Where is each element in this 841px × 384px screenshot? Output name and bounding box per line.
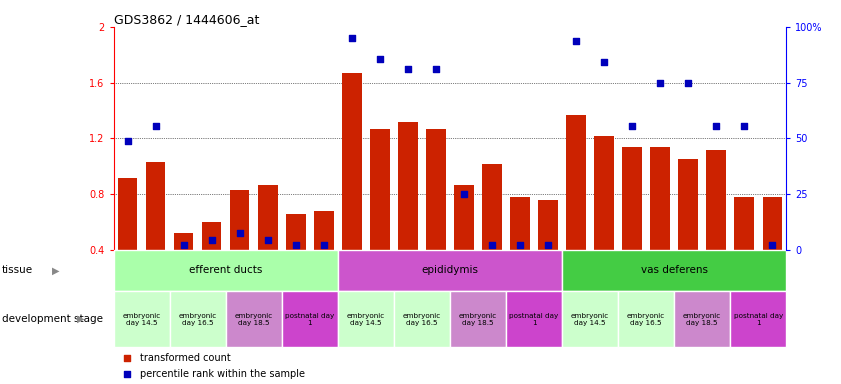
Bar (225, 291, 282, 348)
Text: tissue: tissue (2, 265, 33, 275)
Bar (170, 291, 225, 348)
Point (765, 242, 779, 248)
Bar (622, 147, 642, 250)
Point (233, 230, 246, 237)
Point (289, 242, 303, 248)
Text: GDS3862 / 1444606_at: GDS3862 / 1444606_at (114, 13, 259, 26)
Point (120, 371, 134, 377)
Text: postnatal day
1: postnatal day 1 (285, 313, 335, 326)
Text: embryonic
day 16.5: embryonic day 16.5 (627, 313, 665, 326)
Bar (338, 291, 394, 348)
Bar (506, 291, 562, 348)
Bar (538, 200, 558, 250)
Point (261, 237, 274, 243)
Bar (286, 214, 305, 250)
Point (597, 59, 611, 65)
Point (429, 66, 442, 72)
Text: embryonic
day 14.5: embryonic day 14.5 (123, 313, 161, 326)
Point (177, 242, 190, 248)
Bar (398, 122, 418, 250)
Text: ▶: ▶ (77, 314, 85, 324)
Point (569, 38, 583, 44)
Point (345, 35, 358, 41)
Point (485, 242, 499, 248)
Bar (114, 250, 338, 291)
Bar (202, 222, 221, 250)
Text: vas deferens: vas deferens (641, 265, 708, 275)
Bar (114, 291, 170, 348)
Text: embryonic
day 18.5: embryonic day 18.5 (683, 313, 722, 326)
Point (205, 237, 219, 243)
Bar (674, 291, 730, 348)
Bar (450, 291, 506, 348)
Bar (314, 211, 334, 250)
Bar (730, 291, 786, 348)
Point (149, 123, 162, 129)
Point (120, 355, 134, 361)
Bar (370, 129, 389, 250)
Text: transformed count: transformed count (140, 353, 231, 363)
Bar (706, 150, 726, 250)
Bar (282, 291, 338, 348)
Bar (174, 233, 193, 250)
Text: embryonic
day 14.5: embryonic day 14.5 (346, 313, 385, 326)
Point (121, 138, 135, 144)
Bar (145, 162, 166, 250)
Point (542, 242, 555, 248)
Bar (454, 185, 473, 250)
Point (738, 123, 751, 129)
Point (710, 123, 723, 129)
Bar (394, 291, 450, 348)
Text: embryonic
day 16.5: embryonic day 16.5 (403, 313, 441, 326)
Bar (258, 185, 278, 250)
Text: embryonic
day 18.5: embryonic day 18.5 (459, 313, 497, 326)
Point (458, 191, 471, 197)
Point (401, 66, 415, 72)
Bar (510, 197, 530, 250)
Text: embryonic
day 18.5: embryonic day 18.5 (235, 313, 272, 326)
Bar (562, 250, 786, 291)
Bar (566, 115, 586, 250)
Text: epididymis: epididymis (421, 265, 479, 275)
Point (626, 123, 639, 129)
Bar (230, 190, 250, 250)
Text: development stage: development stage (2, 314, 103, 324)
Bar (679, 159, 698, 250)
Text: efferent ducts: efferent ducts (189, 265, 262, 275)
Text: embryonic
day 16.5: embryonic day 16.5 (178, 313, 217, 326)
Text: percentile rank within the sample: percentile rank within the sample (140, 369, 305, 379)
Point (653, 79, 667, 86)
Bar (650, 147, 670, 250)
Bar (734, 197, 754, 250)
Bar (595, 136, 614, 250)
Bar (118, 177, 137, 250)
Bar (426, 129, 446, 250)
Bar (342, 73, 362, 250)
Bar (763, 197, 782, 250)
Bar (562, 291, 618, 348)
Text: embryonic
day 14.5: embryonic day 14.5 (571, 313, 609, 326)
Text: ▶: ▶ (52, 265, 60, 275)
Point (373, 56, 387, 62)
Point (681, 79, 695, 86)
Text: postnatal day
1: postnatal day 1 (733, 313, 783, 326)
Bar (618, 291, 674, 348)
Point (317, 242, 331, 248)
Text: postnatal day
1: postnatal day 1 (510, 313, 558, 326)
Bar (482, 164, 502, 250)
Point (513, 242, 526, 248)
Bar (338, 250, 562, 291)
